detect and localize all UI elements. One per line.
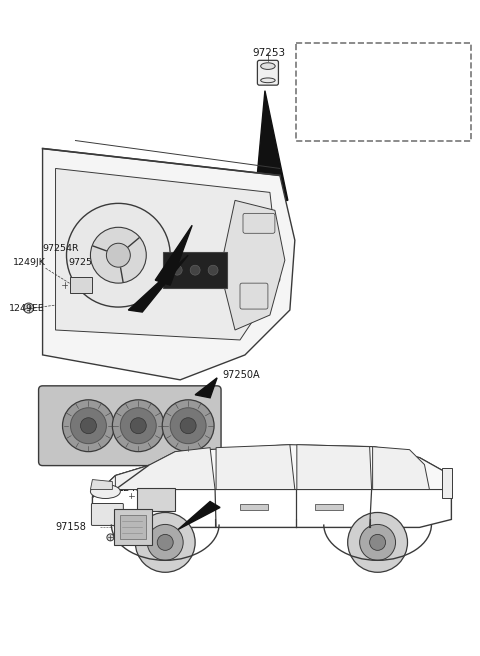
Polygon shape <box>255 91 288 200</box>
Circle shape <box>360 524 396 560</box>
Ellipse shape <box>90 485 120 499</box>
Text: 97254: 97254 <box>372 108 406 117</box>
Polygon shape <box>43 148 295 380</box>
Polygon shape <box>115 447 215 489</box>
Polygon shape <box>93 445 444 497</box>
Bar <box>240 504 268 510</box>
Text: 97253: 97253 <box>252 48 285 58</box>
Text: 1249EE: 1249EE <box>9 304 45 312</box>
Polygon shape <box>297 445 372 489</box>
Text: 1249JK: 1249JK <box>12 258 46 267</box>
Ellipse shape <box>331 117 344 121</box>
Circle shape <box>370 535 385 550</box>
Circle shape <box>24 303 34 313</box>
Circle shape <box>208 265 218 275</box>
Polygon shape <box>155 225 192 285</box>
Circle shape <box>180 418 196 434</box>
Bar <box>114 510 152 545</box>
Circle shape <box>170 408 206 443</box>
Text: (W/O AUTO LIGHT: (W/O AUTO LIGHT <box>345 63 438 73</box>
Bar <box>315 504 343 510</box>
Circle shape <box>107 243 130 267</box>
Polygon shape <box>93 447 451 527</box>
Circle shape <box>71 408 107 443</box>
Bar <box>163 252 227 288</box>
Polygon shape <box>216 445 295 489</box>
Text: 97254R: 97254R <box>69 258 105 267</box>
Text: 97158: 97158 <box>56 522 86 533</box>
Bar <box>296 43 471 140</box>
Polygon shape <box>372 447 430 489</box>
Ellipse shape <box>261 63 275 70</box>
Circle shape <box>190 265 200 275</box>
Circle shape <box>127 491 135 499</box>
Bar <box>120 516 146 539</box>
Polygon shape <box>128 255 188 312</box>
Circle shape <box>162 400 214 451</box>
Circle shape <box>67 203 170 307</box>
Circle shape <box>348 512 408 572</box>
Circle shape <box>60 281 69 289</box>
Circle shape <box>107 534 114 541</box>
Polygon shape <box>56 169 280 340</box>
Polygon shape <box>90 480 112 489</box>
Circle shape <box>112 400 164 451</box>
Circle shape <box>120 408 156 443</box>
FancyBboxPatch shape <box>91 504 123 525</box>
Circle shape <box>62 400 114 451</box>
FancyBboxPatch shape <box>257 60 278 85</box>
Text: 97250A: 97250A <box>222 370 260 380</box>
FancyBboxPatch shape <box>328 101 348 124</box>
Circle shape <box>90 227 146 283</box>
Polygon shape <box>220 200 285 330</box>
Circle shape <box>147 524 183 560</box>
Ellipse shape <box>331 104 344 110</box>
Polygon shape <box>195 378 217 398</box>
FancyBboxPatch shape <box>243 213 275 234</box>
Bar <box>137 487 175 512</box>
Circle shape <box>157 535 173 550</box>
Bar <box>71 277 93 293</box>
Text: 1249EC: 1249EC <box>119 483 156 493</box>
Circle shape <box>107 514 114 521</box>
FancyBboxPatch shape <box>38 386 221 466</box>
Text: SENSOR): SENSOR) <box>368 77 415 88</box>
Polygon shape <box>178 501 220 529</box>
Text: 97254R: 97254R <box>43 244 79 253</box>
Bar <box>443 468 452 497</box>
Circle shape <box>172 265 182 275</box>
Ellipse shape <box>261 78 275 83</box>
Circle shape <box>81 418 96 434</box>
FancyBboxPatch shape <box>240 283 268 309</box>
Circle shape <box>130 418 146 434</box>
Circle shape <box>135 512 195 572</box>
